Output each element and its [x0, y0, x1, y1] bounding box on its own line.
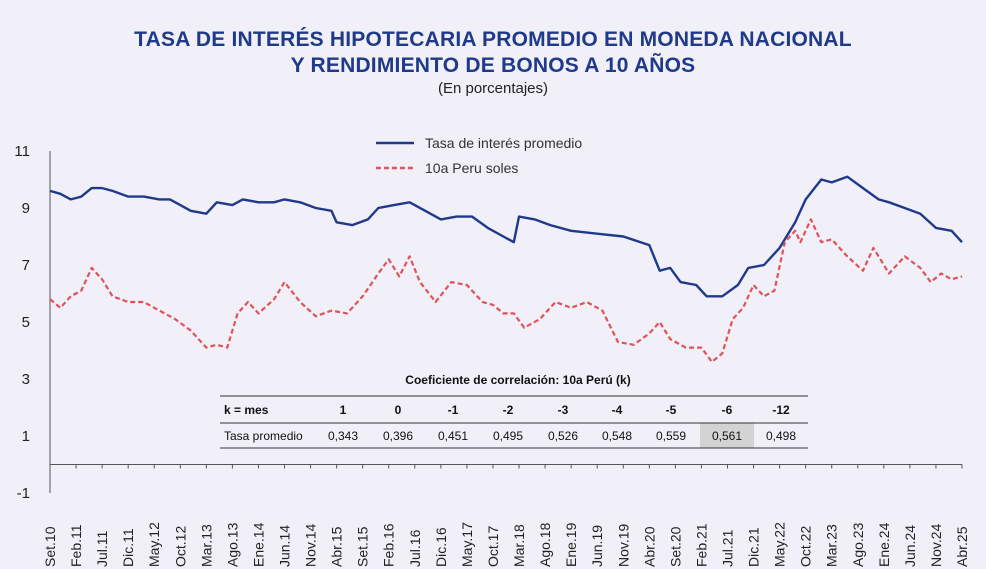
table-cell: 0,495	[493, 429, 523, 443]
x-tick-label: Ene.19	[563, 522, 579, 567]
y-tick-label: -1	[17, 485, 30, 502]
x-tick-label: Ago.23	[850, 522, 866, 567]
correlation-table-title: Coeficiente de correlación: 10a Perú (k)	[405, 373, 630, 387]
series-line-2	[49, 218, 963, 363]
legend-label-2: 10a Peru soles	[425, 160, 518, 176]
x-tick-label: Ene.24	[876, 522, 892, 567]
x-tick-label: Jun.14	[277, 525, 293, 567]
y-tick-label: 7	[22, 257, 30, 274]
x-tick-label: Ago.13	[224, 522, 240, 567]
legend-label-1: Tasa de interés promedio	[425, 135, 582, 151]
table-header-cell: 0	[395, 403, 402, 417]
table-cell: 0,343	[328, 429, 358, 443]
x-tick-label: Nov.19	[615, 523, 631, 567]
table-header-cell: -4	[612, 403, 623, 417]
correlation-highlight-cell	[700, 423, 754, 448]
x-tick-label: Abr.20	[641, 526, 657, 567]
table-header-cell: -5	[666, 403, 677, 417]
series-line-1	[49, 175, 963, 298]
x-tick-label: Nov.24	[928, 523, 944, 567]
y-tick-label: 5	[22, 314, 30, 331]
table-cell: 0,548	[602, 429, 632, 443]
x-tick-label: Oct.12	[172, 526, 188, 567]
table-cell: 0,561	[712, 429, 742, 443]
x-tick-label: Jun.19	[589, 525, 605, 567]
x-tick-label: May.12	[146, 522, 162, 567]
table-header-cell: -12	[772, 403, 790, 417]
correlation-table: Coeficiente de correlación: 10a Perú (k)…	[220, 373, 808, 449]
table-header-cell: -6	[722, 403, 733, 417]
chart-title-line1: TASA DE INTERÉS HIPOTECARIA PROMEDIO EN …	[134, 28, 852, 51]
x-tick-label: Dic.16	[433, 527, 449, 567]
x-tick-label: May.22	[772, 522, 788, 567]
table-header-cell: -3	[558, 403, 569, 417]
x-tick-label: Dic.11	[120, 528, 136, 567]
x-tick-label: Jul.21	[719, 529, 735, 567]
x-tick-label: May.17	[459, 522, 475, 567]
x-tick-label: Abr.25	[954, 526, 970, 567]
y-tick-label: 9	[22, 200, 30, 217]
y-tick-label: 1	[22, 428, 30, 445]
x-tick-label: Ene.14	[250, 522, 266, 567]
chart-title-line2: Y RENDIMIENTO DE BONOS A 10 AÑOS	[290, 54, 696, 77]
x-tick-label: Feb.11	[68, 524, 84, 567]
table-row-label: Tasa promedio	[224, 429, 303, 443]
x-tick-label: Mar.18	[511, 524, 527, 567]
x-tick-label: Oct.22	[798, 526, 814, 567]
y-tick-label: 3	[22, 371, 30, 388]
table-header-label: k = mes	[224, 403, 269, 417]
table-header-cell: -1	[448, 403, 459, 417]
x-tick-label: Ago.18	[537, 522, 553, 567]
x-tick-label: Oct.17	[485, 526, 501, 567]
x-tick-label: Feb.21	[693, 523, 709, 567]
table-header-cell: 1	[340, 403, 347, 417]
x-tick-label: Mar.13	[198, 524, 214, 567]
table-cell: 0,526	[548, 429, 578, 443]
x-tick-label: Jul.11	[94, 530, 110, 567]
x-tick-label: Abr.15	[329, 526, 345, 567]
table-header-cell: -2	[503, 403, 514, 417]
table-cell: 0,559	[656, 429, 686, 443]
x-tick-label: Set.10	[42, 526, 58, 567]
x-tick-label: Dic.21	[746, 527, 762, 567]
y-tick-label: 11	[14, 143, 30, 160]
table-cell: 0,498	[766, 429, 796, 443]
table-cell: 0,396	[383, 429, 413, 443]
x-tick-label: Set.20	[667, 526, 683, 567]
chart-subtitle: (En porcentajes)	[437, 80, 549, 97]
x-tick-label: Feb.16	[381, 523, 397, 567]
x-tick-label: Jun.24	[902, 525, 918, 567]
x-tick-label: Nov.14	[303, 523, 319, 567]
table-cell: 0,451	[438, 429, 468, 443]
x-tick-label: Set.15	[355, 526, 371, 567]
x-tick-label: Jul.16	[407, 529, 423, 567]
x-tick-label: Mar.23	[824, 524, 840, 567]
